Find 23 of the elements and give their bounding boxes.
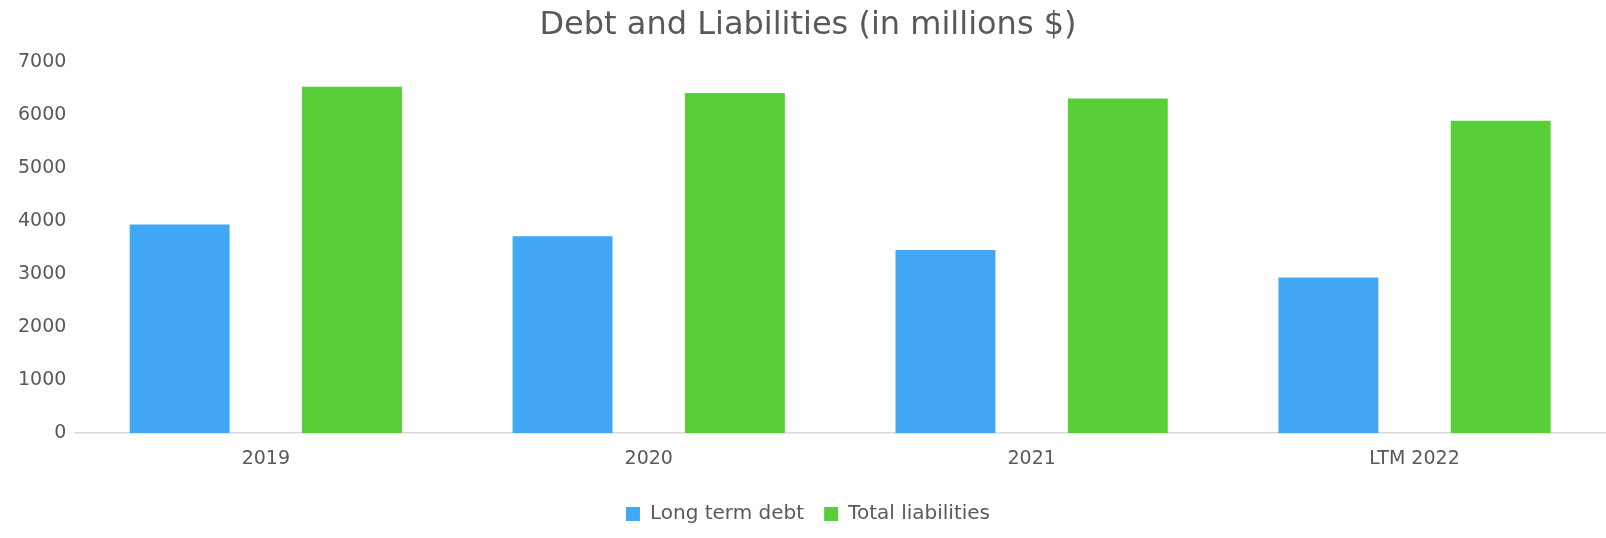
bar: [1450, 120, 1551, 434]
y-tick-label: 4000: [17, 208, 67, 231]
y-tick-label: 7000: [17, 49, 67, 72]
x-tick-label: LTM 2022: [1369, 445, 1460, 468]
bar: [895, 249, 996, 434]
bar: [512, 236, 613, 434]
legend-label: Total liabilities: [847, 500, 991, 525]
bar: [1278, 277, 1379, 434]
bar: [684, 93, 785, 434]
bar: [129, 224, 230, 434]
x-tick-label: 2021: [1007, 445, 1056, 468]
y-tick-label: 3000: [17, 261, 67, 284]
bar: [1067, 98, 1168, 434]
y-tick-label: 0: [54, 420, 67, 443]
y-tick-label: 1000: [17, 367, 67, 390]
x-tick-label: 2020: [624, 445, 673, 468]
legend-label: Long term debt: [649, 500, 805, 525]
y-tick-label: 2000: [17, 314, 67, 337]
y-tick-label: 5000: [17, 155, 67, 178]
chart-title: Debt and Liabilities (in millions $): [539, 3, 1077, 42]
x-tick-label: 2019: [241, 445, 290, 468]
y-tick-label: 6000: [17, 102, 67, 125]
bar: [301, 86, 402, 434]
